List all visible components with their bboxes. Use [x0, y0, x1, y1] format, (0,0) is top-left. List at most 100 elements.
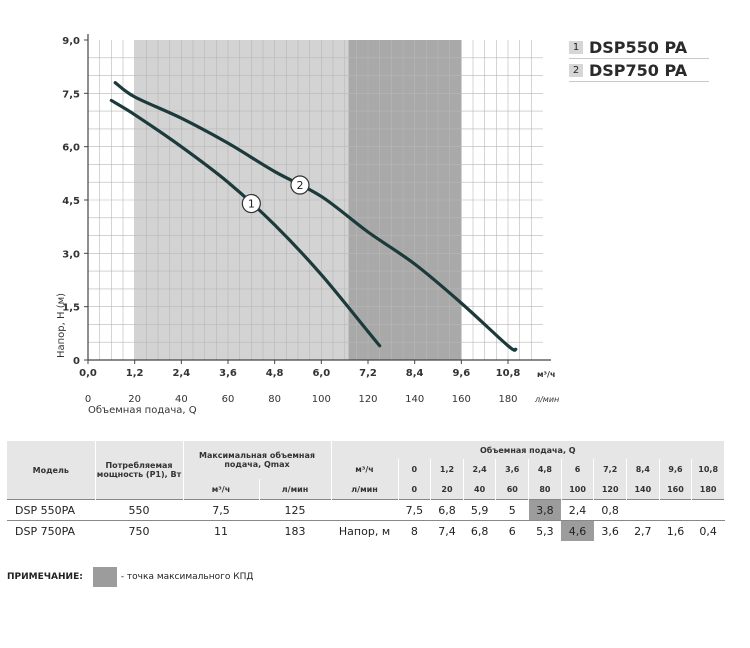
cell-model: DSP 750PA [7, 520, 95, 541]
header-flow: Объемная подача, Q [331, 441, 726, 459]
y-tick-label: 3,0 [62, 249, 80, 260]
x-tick-label: 9,6 [452, 368, 470, 379]
pump-performance-chart: 12 01,53,04,56,07,59,00,0 1,2 2,4 3,6 4,8 6,0… [56, 34, 559, 416]
x-tick-label: 4,8 [266, 368, 284, 379]
y-tick-label: 4,5 [62, 196, 80, 207]
header-flow-m3h: 8,4 [626, 459, 660, 479]
x2-tick-label: 20 [128, 394, 141, 405]
y-tick-label: 9,0 [62, 36, 80, 47]
y-tick-label: 0 [73, 356, 80, 367]
cell-head: 6 [495, 520, 529, 541]
header-power: Потребляемая мощность (Р1), Вт [95, 441, 184, 500]
cell-head: 0,4 [691, 520, 725, 541]
series-1-label: 1 [248, 198, 255, 211]
cell-head: 3,6 [593, 520, 627, 541]
header-qmax-lmin: л/мин [259, 479, 332, 500]
header-flow-m3h: 7,2 [593, 459, 627, 479]
header-model: Модель [7, 441, 96, 500]
cell-head [659, 499, 692, 521]
x2-tick-label: 60 [222, 394, 235, 405]
header-qmax-m3h: м³/ч [183, 479, 260, 500]
x-tick-label: 8,4 [406, 368, 424, 379]
cell-power: 750 [95, 520, 183, 541]
cell-head: 5,3 [528, 520, 562, 541]
series-2-label: 2 [296, 179, 303, 192]
header-flow-lmin: 180 [691, 479, 725, 500]
x2-tick-label: 140 [405, 394, 424, 405]
x2-tick-label: 0 [85, 394, 91, 405]
header-flow-lmin: 160 [659, 479, 693, 500]
header-flow-m3h: 10,8 [691, 459, 725, 479]
header-flow-lmin: 80 [528, 479, 562, 500]
legend-label: DSP550 PA [589, 37, 688, 57]
x2-tick-label: 80 [268, 394, 281, 405]
specs-table: Модель Потребляемая мощность (Р1), Вт Ма… [7, 441, 726, 541]
table-header-row: м³/ч л/мин л/мин 0 20 40 60 80 100 120 140 160 18… [7, 479, 725, 500]
x2-tick-label: 40 [175, 394, 188, 405]
chart-curves: 12 [109, 81, 518, 352]
x-tick-label: 2,4 [172, 368, 190, 379]
table-row: DSP 550PA 550 7,5 125 7,5 6,8 5,9 5 3,8 2,4 0,… [7, 499, 725, 521]
x-axis-unit-m3h: м³/ч [537, 370, 555, 379]
legend-item: 1 DSP550 PA [569, 36, 709, 59]
header-flow-m3h: 1,2 [430, 459, 464, 479]
chart-tick-labels: 0 1,5 3,0 4,5 6,0 7,5 9,0 0,0 1,2 2,4 3,6 4,8 6,0 7,2… [62, 36, 520, 405]
header-flow-m3h: 6 [561, 459, 595, 479]
x-axis-unit-lmin: л/мин [534, 395, 559, 404]
cell-empty [331, 499, 399, 521]
series-1-marker [241, 193, 261, 214]
x2-tick-label: 180 [498, 394, 517, 405]
cell-head: 4,6 [561, 520, 594, 541]
x-tick-label: 6,0 [312, 368, 330, 379]
header-flow-m3h: 4,8 [528, 459, 562, 479]
table-header-row: Модель Потребляемая мощность (Р1), Вт Ма… [7, 441, 726, 500]
y-tick-label: 6,0 [62, 143, 80, 154]
cell-q-m3h: 7,5 [183, 499, 259, 521]
header-flow-lmin: 0 [398, 479, 432, 500]
header-flow-lmin: 100 [561, 479, 595, 500]
series-2-line [113, 81, 518, 352]
cell-head: 5 [495, 499, 529, 521]
note-text: - точка максимального КПД [120, 572, 254, 582]
header-flow-m3h: 0 [398, 459, 432, 479]
legend-item: 2 DSP750 PA [569, 59, 709, 82]
cell-head: 7,5 [398, 499, 431, 521]
header-flow-lmin: 40 [463, 479, 497, 500]
cell-head: 0,8 [593, 499, 627, 521]
header-flow-lmin: 120 [593, 479, 627, 500]
cell-head-label: Напор, м [331, 520, 399, 541]
cell-head: 7,4 [430, 520, 464, 541]
cell-head: 2,7 [626, 520, 660, 541]
table-row: DSP 750PA 750 11 183 Напор, м 8 7,4 6,8 6 5,… [7, 520, 725, 541]
x2-tick-label: 120 [358, 394, 377, 405]
x-tick-label: 0,0 [79, 368, 97, 379]
header-flow-m3h: 3,6 [495, 459, 530, 479]
cell-head: 8 [398, 520, 431, 541]
header-lmin: л/мин [331, 479, 399, 500]
x-tick-label: 3,6 [219, 368, 237, 379]
cell-head: 2,4 [561, 499, 594, 521]
series-2-marker [290, 175, 310, 195]
cell-head: 6,8 [430, 499, 464, 521]
header-flow-lmin: 20 [430, 479, 464, 500]
x2-tick-label: 100 [312, 394, 331, 405]
chart-legend: 1 DSP550 PA 2 DSP750 PA [569, 36, 709, 82]
header-flow-m3h: 9,6 [659, 459, 693, 479]
cell-head: 5,9 [463, 499, 496, 521]
legend-label: DSP750 PA [589, 60, 688, 80]
chart-axes [87, 34, 551, 361]
cell-q-m3h: 11 [183, 520, 259, 541]
cell-power: 550 [95, 499, 183, 521]
cell-q-lmin: 125 [259, 499, 332, 521]
y-axis-label: Напор, Н (м) [56, 293, 67, 358]
note-swatch [92, 567, 117, 587]
cell-head [691, 499, 725, 521]
legend-number: 1 [569, 40, 583, 54]
header-flow-lmin: 60 [495, 479, 530, 500]
y-tick-label: 7,5 [62, 89, 80, 100]
header-qmax: Максимальная объемная подача, Qmax [183, 441, 332, 479]
cell-head: 6,8 [463, 520, 496, 541]
x-tick-label: 1,2 [126, 368, 144, 379]
y-tick-label: 1,5 [62, 303, 80, 314]
cell-head: 1,6 [659, 520, 692, 541]
